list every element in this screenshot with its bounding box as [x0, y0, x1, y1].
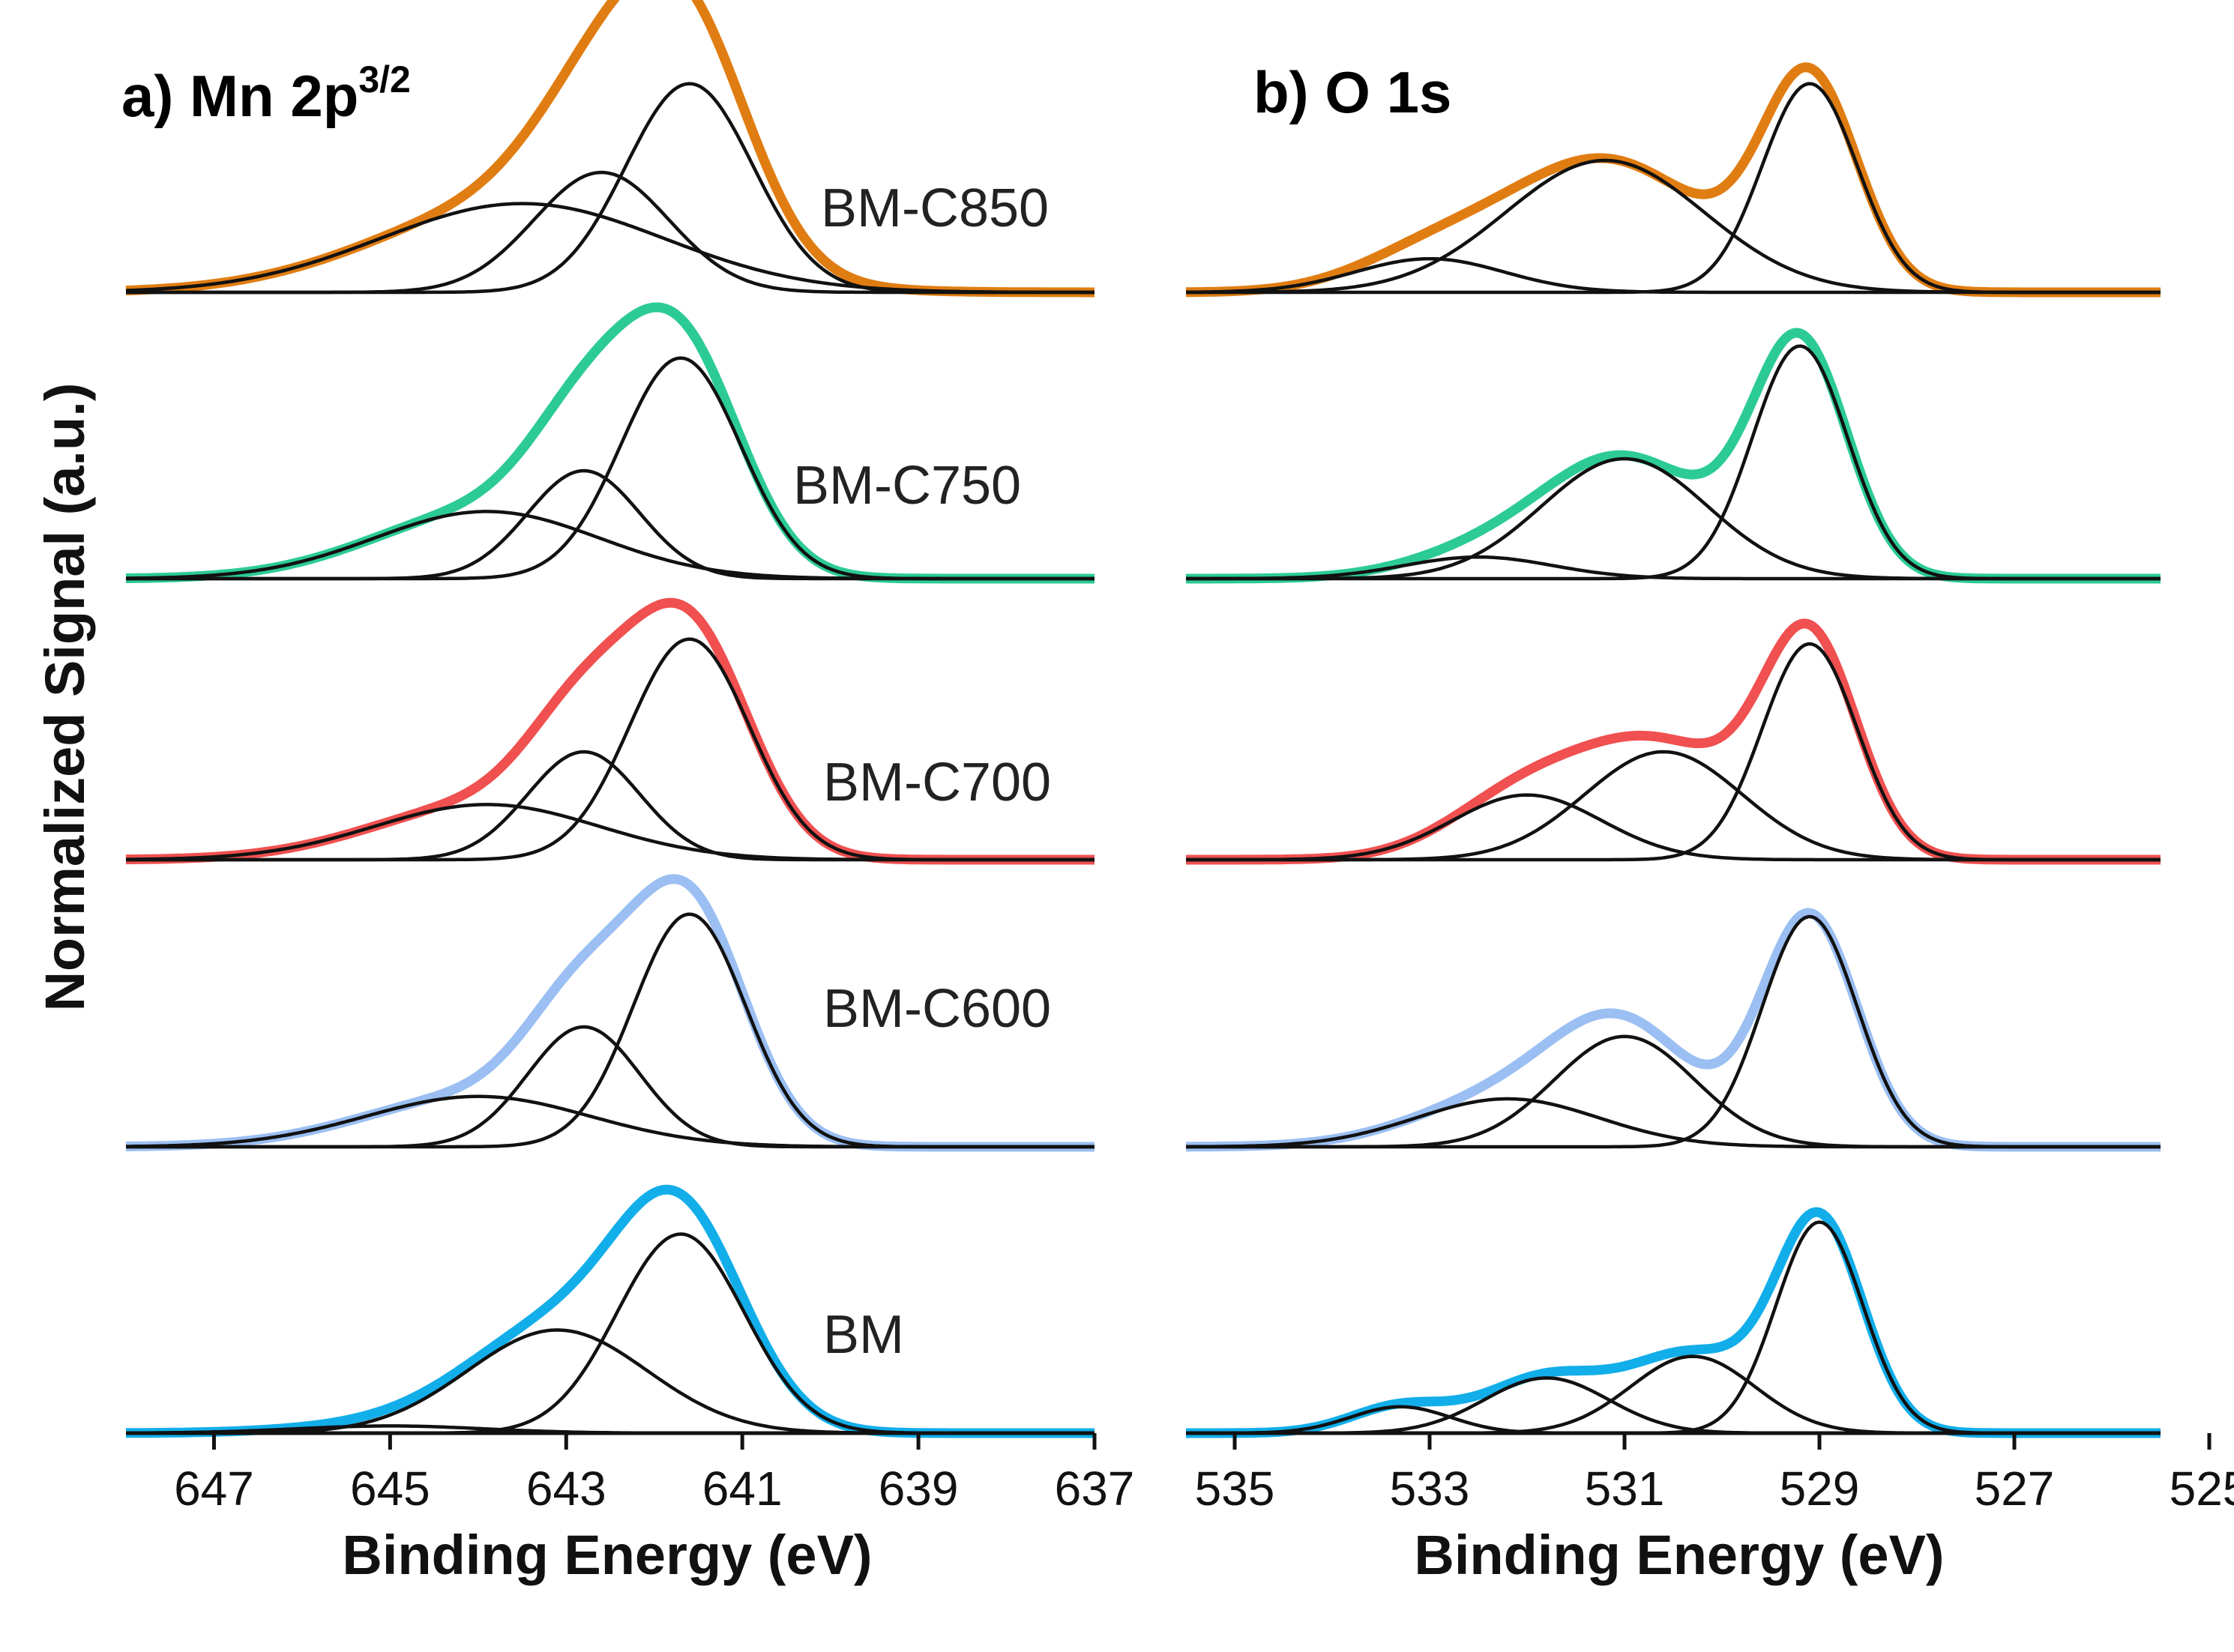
- panel-a-component-bm-c600-3: [126, 1094, 1095, 1149]
- panel-b-component-bm-c600-3: [1186, 1097, 2161, 1149]
- panel-b-tick-label-531: 531: [1585, 1462, 1665, 1516]
- sample-label-bm-c700: BM-C700: [823, 753, 1051, 813]
- panel-b-envelope-bm-c750: [1184, 328, 2162, 584]
- panel-a-component-bm-c700-1: [126, 637, 1095, 862]
- panel-a-component-bm-c850-3: [125, 202, 1095, 295]
- panel-b-component-bm-c700-2: [1186, 750, 2161, 862]
- panel-b-title: b) O 1s: [1253, 59, 1451, 125]
- panel-a-curves: [124, 0, 1096, 1438]
- panel-b-tick-label-535: 535: [1195, 1462, 1275, 1516]
- panel-a-component-bm-1: [126, 1232, 1095, 1435]
- panel-a-component-bm-c600-2: [126, 1025, 1095, 1149]
- panel-b-component-bm-c750-2: [1186, 456, 2161, 581]
- panel-a-component-bm-c700-3: [125, 803, 1095, 862]
- panel-b-component-bm-c750-1: [1186, 344, 2161, 581]
- panel-a-tick-label-645: 645: [350, 1462, 430, 1516]
- panel-a-tick-label-647: 647: [174, 1462, 254, 1516]
- panel-b-tick-label-527: 527: [1975, 1462, 2055, 1516]
- panel-a-mn-2p: a) Mn 2p3/2 BM-C850 BM-C750 BM-C700 BM-C…: [121, 0, 1134, 1586]
- panel-b-envelope-bm: [1184, 1207, 2162, 1438]
- panel-a-envelope-bm-c750: [124, 302, 1096, 584]
- sample-label-bm-c850: BM-C850: [821, 178, 1049, 238]
- panel-a-envelope-bm-c700: [124, 597, 1096, 865]
- panel-a-envelope-bm: [124, 1184, 1096, 1438]
- panel-b-o-1s: b) O 1s 535 533 531 529 527 525 Binding Energ…: [1184, 59, 2234, 1586]
- panel-b-component-bm-1: [1186, 1220, 2161, 1435]
- panel-b-component-bm-c600-1: [1186, 914, 2161, 1149]
- panel-a-tick-label-639: 639: [879, 1462, 959, 1516]
- panel-b-component-bm-c750-3: [1186, 555, 2161, 581]
- panel-b-envelope-bm-c700: [1184, 618, 2162, 865]
- panel-a-tick-label-637: 637: [1055, 1462, 1135, 1516]
- panel-b-tick-label-525: 525: [2170, 1462, 2234, 1516]
- panel-a-tick-label-643: 643: [526, 1462, 606, 1516]
- panel-a-x-axis-title: Binding Energy (eV): [342, 1524, 872, 1586]
- panel-a-component-bm-2: [126, 1328, 1095, 1435]
- panel-a-component-bm-c750-3: [125, 510, 1095, 581]
- panel-b-envelope-bm-c600: [1184, 908, 2162, 1152]
- panel-b-tick-label-533: 533: [1390, 1462, 1470, 1516]
- panel-b-x-ticks: 535 533 531 529 527 525: [1195, 1433, 2234, 1516]
- y-axis-title: Normalized Signal (a.u.): [34, 383, 96, 1012]
- panel-b-component-bm-c850-3: [1185, 256, 2161, 295]
- panel-a-title-superscript: 3/2: [358, 58, 411, 100]
- panel-a-title: a) Mn 2p3/2: [121, 58, 411, 129]
- panel-a-tick-label-641: 641: [702, 1462, 783, 1516]
- panel-a-envelope-bm-c850: [124, 0, 1096, 298]
- sample-label-bm: BM: [823, 1305, 904, 1365]
- panel-b-x-axis-title: Binding Energy (eV): [1414, 1524, 1944, 1586]
- panel-b-curves: [1184, 62, 2162, 1438]
- panel-b-component-bm-c700-3: [1186, 793, 2161, 862]
- panel-a-x-ticks: 647 645 643 641 639 637: [174, 1433, 1134, 1516]
- sample-label-bm-c750: BM-C750: [793, 456, 1021, 516]
- panel-b-tick-label-529: 529: [1780, 1462, 1860, 1516]
- sample-label-bm-c600: BM-C600: [823, 979, 1051, 1039]
